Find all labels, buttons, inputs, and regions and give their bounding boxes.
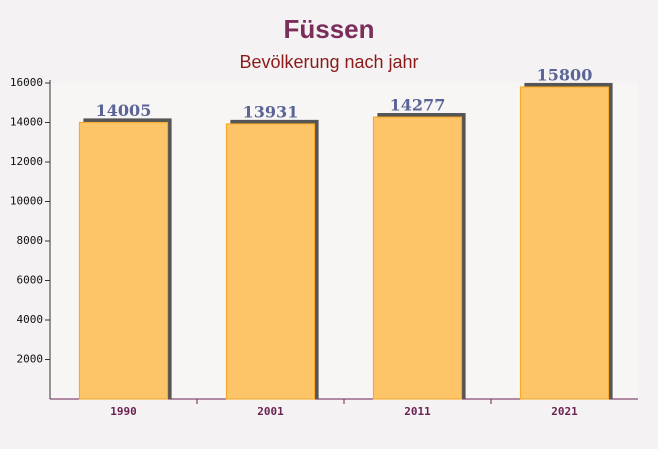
x-tick-label: 2021 [551,405,578,418]
y-tick-label: 16000 [10,76,43,89]
x-tick-label: 2011 [404,405,431,418]
x-tick-label: 2001 [257,405,284,418]
y-tick-label: 10000 [10,195,43,208]
value-label: 13931 [243,102,299,121]
bar [519,86,610,400]
y-tick-label: 6000 [17,274,44,287]
y-tick-label: 8000 [17,234,44,247]
bar [78,121,169,400]
value-label: 15800 [537,65,593,84]
y-tick-label: 4000 [17,313,44,326]
chart-subtitle: Bevölkerung nach jahr [239,52,418,72]
y-tick-label: 2000 [17,353,44,366]
y-tick-label: 14000 [10,116,43,129]
y-tick-label: 12000 [10,155,43,168]
bar [372,116,463,400]
x-tick-label: 1990 [110,405,137,418]
value-label: 14005 [96,101,152,120]
bar [225,123,316,400]
chart-title: Füssen [283,14,374,44]
value-label: 14277 [390,96,446,115]
